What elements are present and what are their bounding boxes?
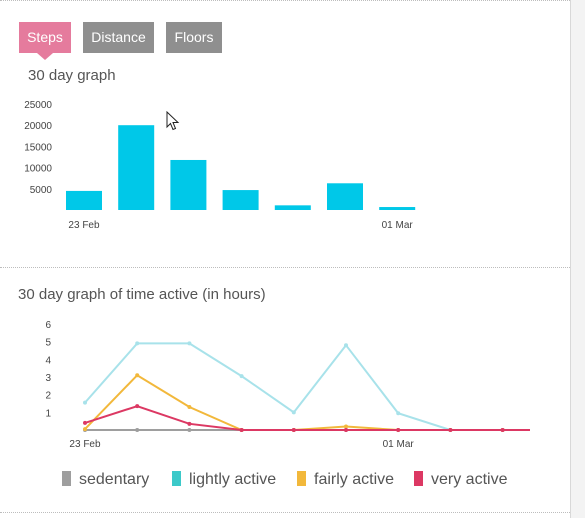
steps-y-tick-label: 15000 — [24, 142, 52, 153]
steps-bar — [118, 125, 155, 210]
sedentary-point — [187, 428, 192, 432]
legend-fairly-active[interactable]: fairly active — [297, 470, 394, 490]
active-y-tick-label: 2 — [45, 391, 51, 402]
tab-steps-label: Steps — [27, 29, 63, 45]
lightly-active-point — [135, 341, 140, 346]
steps-bar — [170, 159, 207, 210]
active-y-tick-label: 5 — [45, 338, 51, 349]
steps-y-tick-label: 5000 — [30, 185, 53, 196]
lightly-active-point — [396, 411, 401, 416]
very-active-point — [344, 428, 348, 432]
lightly-active-series-line — [84, 342, 530, 431]
fairly-active-point — [344, 424, 348, 429]
very-active-point — [187, 421, 192, 426]
active-y-tick-label: 1 — [45, 408, 51, 419]
very-active-point — [291, 428, 296, 432]
steps-bar — [274, 205, 311, 210]
very-active-point — [239, 428, 244, 432]
fairly-active-point — [187, 405, 192, 410]
pointer-cursor-icon — [166, 111, 180, 131]
top-divider — [0, 0, 570, 1]
very-active-point — [396, 428, 401, 432]
very-active-point — [135, 404, 140, 409]
legend-fairly-active-label: fairly active — [314, 471, 395, 488]
active-time-line-chart: 1 2 3 4 5 6 23 Feb 01 Mar — [45, 320, 530, 450]
legend-very-active[interactable]: very active — [414, 470, 507, 490]
legend-sedentary[interactable]: sedentary — [62, 470, 149, 490]
steps-bar — [66, 190, 102, 210]
tab-distance[interactable]: Distance — [83, 22, 154, 53]
tab-floors-label: Floors — [174, 29, 214, 45]
sedentary-swatch-icon — [62, 471, 71, 486]
fairly-active-point — [135, 373, 140, 378]
very-active-point — [83, 420, 87, 425]
legend-lightly-active-label: lightly active — [189, 471, 277, 488]
lightly-active-point — [239, 374, 244, 379]
scrollbar-track[interactable] — [571, 0, 585, 518]
lightly-active-swatch-icon — [172, 471, 181, 486]
steps-x-tick-label: 01 Mar — [382, 220, 414, 231]
active-y-tick-label: 3 — [45, 373, 51, 384]
tab-distance-label: Distance — [91, 29, 146, 45]
tab-floors[interactable]: Floors — [166, 22, 222, 53]
lightly-active-point — [291, 410, 296, 415]
very-active-series-line — [84, 405, 530, 431]
lightly-active-point — [187, 341, 192, 346]
steps-bar — [379, 207, 416, 210]
panel-edge — [570, 0, 571, 518]
legend-lightly-active[interactable]: lightly active — [172, 470, 276, 490]
steps-y-tick-label: 10000 — [24, 164, 52, 175]
active-y-tick-label: 4 — [45, 355, 51, 366]
active-graph-title: 30 day graph of time active (in hours) — [18, 286, 266, 303]
active-x-tick-label: 23 Feb — [69, 439, 101, 450]
active-y-tick-label: 6 — [45, 320, 51, 331]
steps-bar-chart: 5000 10000 15000 20000 25000 23 Feb 01 Mar — [24, 100, 416, 231]
sedentary-point — [135, 428, 140, 432]
fairly-active-swatch-icon — [297, 471, 306, 486]
steps-y-tick-label: 20000 — [24, 121, 52, 132]
tab-steps[interactable]: Steps — [19, 22, 71, 60]
bottom-divider — [0, 512, 570, 513]
very-active-point — [448, 428, 453, 432]
very-active-point — [500, 428, 505, 432]
steps-y-tick-label: 25000 — [24, 100, 52, 111]
very-active-swatch-icon — [414, 471, 423, 486]
steps-bar — [327, 183, 363, 210]
active-x-tick-label: 01 Mar — [383, 439, 415, 450]
steps-x-tick-label: 23 Feb — [68, 220, 100, 231]
active-tab-pointer-icon — [37, 53, 53, 60]
legend-very-active-label: very active — [431, 471, 508, 488]
lightly-active-point — [83, 400, 87, 405]
steps-bar — [222, 190, 259, 210]
section-divider — [0, 267, 570, 268]
legend-sedentary-label: sedentary — [79, 471, 150, 488]
fairly-active-series-line — [84, 373, 530, 431]
steps-graph-title: 30 day graph — [28, 67, 116, 84]
lightly-active-point — [344, 343, 348, 348]
fairly-active-point — [83, 427, 87, 432]
